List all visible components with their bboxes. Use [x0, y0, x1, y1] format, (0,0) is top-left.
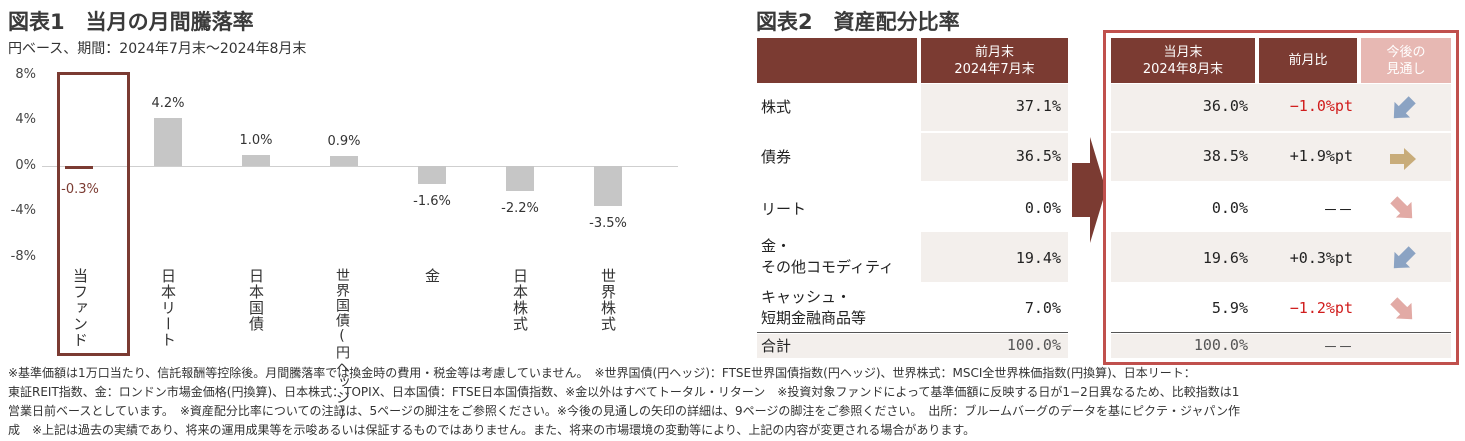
row-label-gold-commodities: 金・ その他コモディティ: [761, 236, 894, 278]
bar-value-label: -0.3%: [61, 182, 99, 197]
header-curr-line1: 当月末: [1163, 44, 1203, 60]
category-label-line: 世界国債: [334, 268, 350, 328]
row-change-value: +1.9%pt: [1289, 147, 1353, 165]
row-change-value: －－: [1322, 201, 1353, 219]
bar: [330, 155, 358, 166]
row-curr-value: 19.6%: [1202, 249, 1248, 267]
row-prev-value: 0.0%: [1024, 199, 1061, 217]
y-tick-label: 4%: [15, 112, 36, 127]
zero-baseline: [42, 166, 678, 167]
category-label-line: (円ヘッジ): [334, 328, 350, 422]
row-change-value: −1.0%pt: [1289, 97, 1353, 115]
category-label: 当ファンド: [71, 268, 89, 348]
row-shade: [757, 334, 1068, 358]
total-divider: [1111, 332, 1451, 333]
bar: [242, 154, 270, 166]
header-curr-month: 当月末 2024年8月末: [1111, 38, 1255, 83]
header-curr-line2: 2024年8月末: [1142, 61, 1224, 77]
total-label: 合計: [761, 337, 792, 355]
row-shade: [1111, 334, 1451, 358]
row-shade: [921, 84, 1068, 131]
bar-value-label: 1.0%: [239, 132, 273, 148]
total-prev-value: 100.0%: [1006, 336, 1061, 354]
row-shade: [921, 232, 1068, 282]
footnotes: ※基準価額は1万口当たり、信託報酬等控除後。月間騰落率では換金時の費用・税金等は…: [8, 364, 1240, 440]
footnote-line: ※基準価額は1万口当たり、信託報酬等控除後。月間騰落率では換金時の費用・税金等は…: [8, 366, 1196, 380]
row-prev-value: 36.5%: [1015, 147, 1061, 165]
footnote-line: 成 ※上記は過去の実績であり、将来の運用成果等を示唆あるいは保証するものではあり…: [8, 423, 976, 437]
row-label-bonds: 債券: [761, 147, 791, 168]
arrow-down-right-icon: [1390, 196, 1413, 219]
row-label-cash: キャッシュ・ 短期金融商品等: [761, 287, 866, 329]
header-change: 前月比: [1259, 38, 1357, 83]
row-label-stocks: 株式: [761, 97, 791, 118]
header-prev-month: 前月末 2024年7月末: [921, 38, 1068, 83]
category-label: 日本株式: [511, 268, 529, 332]
chart1-subtitle: 円ベース、期間：2024年7月末～2024年8月末: [8, 41, 307, 57]
row-label-line: 債券: [761, 148, 792, 166]
arrow-up-left-icon: [1393, 246, 1416, 269]
arrow-down-right-icon: [1390, 297, 1413, 320]
row-curr-value: 0.0%: [1211, 199, 1248, 217]
fund-highlight-frame: [57, 72, 130, 356]
category-label: 日本リート: [159, 268, 177, 348]
transition-arrow-icon: [1072, 137, 1106, 243]
header-blank: [757, 38, 917, 83]
chart1-title: 図表1 当月の月間騰落率: [8, 10, 254, 34]
current-month-highlight-frame: [1103, 30, 1459, 365]
bar: [154, 118, 182, 166]
footnote-line: 東証REIT指数、金：ロンドン市場金価格(円換算)、日本株式：TOPIX、日本国…: [8, 385, 1240, 399]
category-label: 日本国債: [247, 268, 265, 332]
row-curr-value: 36.0%: [1202, 97, 1248, 115]
total-curr-value: 100.0%: [1193, 336, 1248, 354]
bar-value-label: -3.5%: [589, 215, 627, 231]
bar: [65, 166, 93, 169]
row-change-value: −1.2%pt: [1289, 299, 1353, 317]
row-change-value: +0.3%pt: [1289, 249, 1353, 267]
bar-value-label: 4.2%: [151, 96, 185, 112]
row-label-reit: リート: [761, 199, 806, 220]
category-label: 世界株式: [599, 268, 617, 332]
row-label-line: リート: [761, 200, 807, 218]
bar: [418, 166, 446, 185]
header-prev-line2: 2024年7月末: [954, 61, 1035, 77]
row-curr-value: 38.5%: [1202, 147, 1248, 165]
row-label-line: 株式: [761, 98, 792, 116]
row-label-line: その他コモディティ: [761, 258, 895, 276]
row-curr-value: 5.9%: [1211, 299, 1248, 317]
y-tick-label: 8%: [15, 67, 36, 82]
row-label-line: 金・: [761, 237, 792, 255]
row-label-line: 短期金融商品等: [761, 309, 867, 327]
header-outlook: 今後の 見通し: [1361, 38, 1451, 83]
bar-value-label: -2.2%: [501, 201, 539, 217]
row-prev-value: 37.1%: [1015, 97, 1061, 115]
y-tick-label: -8%: [10, 249, 36, 264]
footnote-line: 営業日前ベースとしています。 ※資産配分比率についての注記は、5ページの脚注をご…: [8, 404, 1241, 418]
header-change-label: 前月比: [1288, 53, 1328, 68]
header-prev-line1: 前月末: [974, 44, 1014, 60]
header-outlook-line2: 見通し: [1386, 61, 1426, 77]
total-divider: [757, 332, 1068, 333]
category-label: 金: [423, 268, 441, 284]
row-label-line: キャッシュ・: [761, 288, 852, 306]
header-outlook-line1: 今後の: [1386, 44, 1426, 60]
bar-value-label: 0.9%: [327, 133, 361, 149]
bar: [594, 166, 622, 206]
bar: [506, 166, 534, 192]
y-tick-label: -4%: [10, 203, 36, 218]
row-prev-value: 19.4%: [1015, 249, 1061, 267]
y-tick-label: 0%: [15, 158, 36, 173]
arrow-right-icon: [1390, 148, 1416, 170]
chart2-title: 図表2 資産配分比率: [756, 10, 960, 34]
arrow-up-left-icon: [1393, 96, 1416, 119]
bar-value-label: -1.6%: [413, 194, 451, 210]
row-prev-value: 7.0%: [1024, 299, 1061, 317]
total-change-value: －－: [1322, 338, 1353, 356]
row-shade: [921, 133, 1068, 181]
category-label: 世界国債(円ヘッジ): [332, 268, 352, 422]
